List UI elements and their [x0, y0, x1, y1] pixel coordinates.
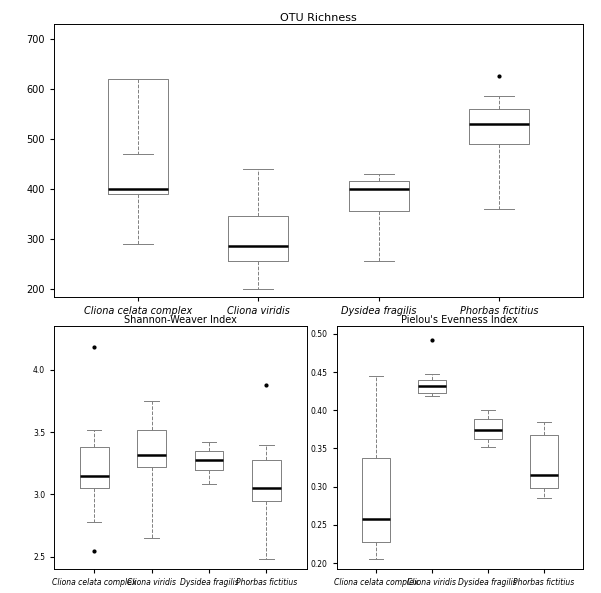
- Title: Pielou's Evenness Index: Pielou's Evenness Index: [401, 315, 518, 326]
- Title: OTU Richness: OTU Richness: [280, 13, 357, 23]
- Title: Shannon-Weaver Index: Shannon-Weaver Index: [124, 315, 237, 326]
